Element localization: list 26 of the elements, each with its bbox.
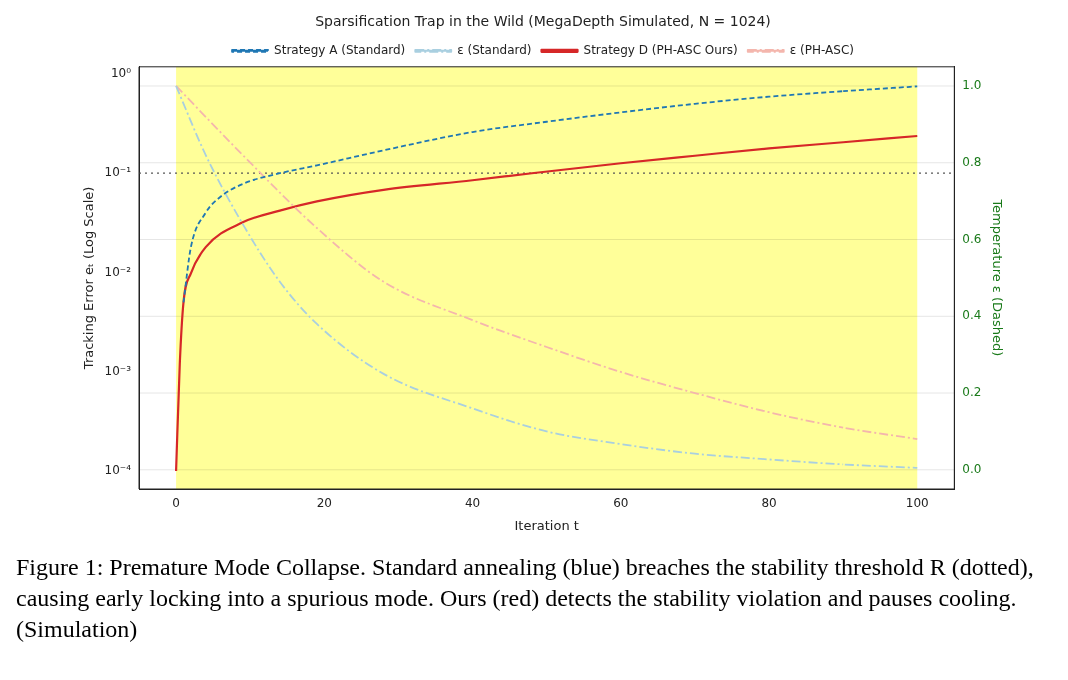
y2-tick-label: 0.6 [962,231,982,246]
x-tick-label: 20 [316,496,332,511]
y-tick-label: 10⁻³ [104,363,132,378]
y2-tick-label: 0.4 [962,308,982,323]
x-axis-title: Iteration t [514,517,579,533]
chart-title: Sparsification Trap in the Wild (MegaDepth Simulated, N = 1024) [315,13,771,30]
legend-label: ε (PH-ASC) [789,42,854,57]
y2-axis-title: Temperature ε (Dashed) [989,198,1005,357]
legend-label: Strategy A (Standard) [274,42,406,57]
y2-tick-label: 1.0 [962,78,982,93]
x-tick-label: 100 [905,496,929,511]
y2-tick-label: 0.2 [962,385,982,400]
x-tick-label: 60 [613,496,629,511]
legend-label: ε (Standard) [457,42,532,57]
x-tick-label: 40 [464,496,481,511]
y2-tick-label: 0.0 [962,461,982,476]
y-tick-label: 10⁰ [110,66,132,81]
y-tick-label: 10⁻² [104,264,132,279]
y-axis-title: Tracking Error eₜ (Log Scale) [81,186,97,371]
x-tick-label: 0 [172,496,180,511]
y-tick-label: 10⁻¹ [104,165,132,180]
y2-tick-label: 0.8 [962,154,982,169]
legend-label: Strategy D (PH-ASC Ours) [583,42,738,57]
caption: Figure 1: Premature Mode Collapse. Standard annealing (blue) breaches the stability threshold R (dotted), causing early locking into a spurious mode. Ours (red) detects the stability violation and pauses cooling. (Simulation) [16,553,1035,645]
y-tick-label: 10⁻⁴ [104,463,132,478]
x-tick-label: 80 [761,496,777,511]
